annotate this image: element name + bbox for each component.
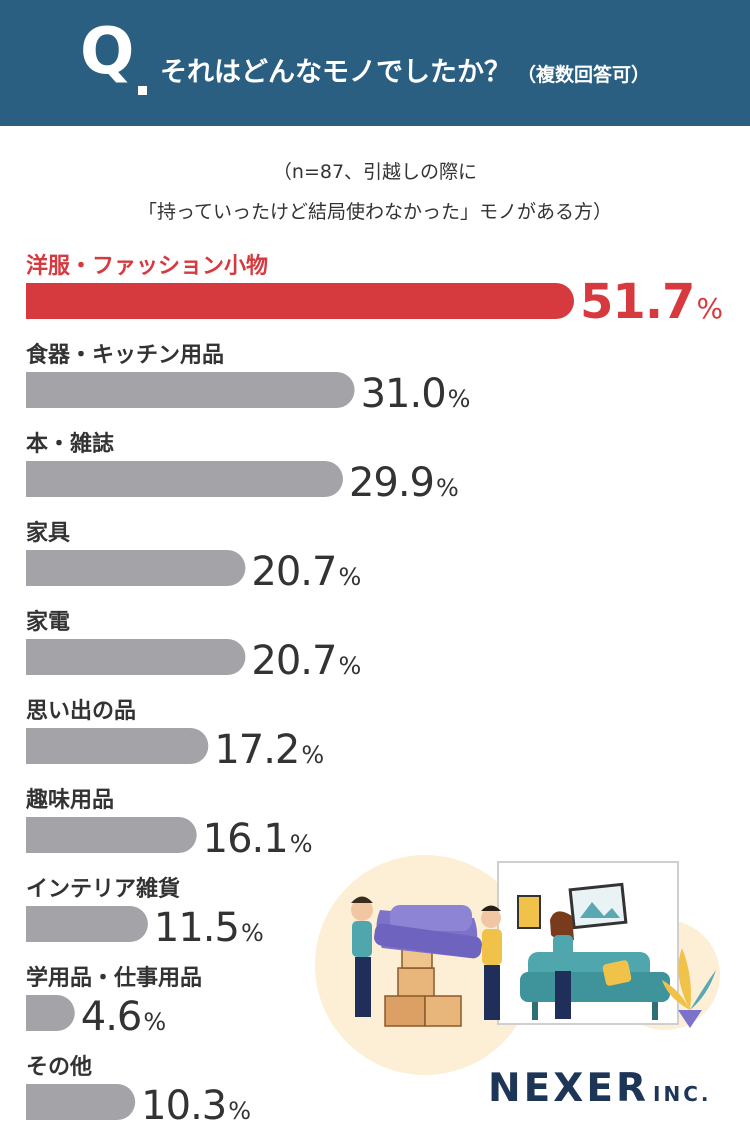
question-text: それはどんなモノでしたか？	[160, 57, 511, 88]
category-label: 思い出の品	[26, 699, 136, 724]
nexer-logo: NEXER INC.	[488, 1066, 712, 1111]
value-label: 29.9%	[349, 460, 459, 506]
bar	[26, 1084, 136, 1120]
sample-note-line1: （n=87、引越しの際に	[272, 161, 478, 183]
bar-left-edge	[26, 995, 44, 1031]
bar	[26, 817, 197, 853]
brand-suffix: INC.	[653, 1082, 712, 1106]
bar-left-edge	[26, 550, 44, 586]
bar-left-edge	[26, 1084, 44, 1120]
value-label: 10.3%	[141, 1083, 251, 1129]
category-label: 学用品・仕事用品	[26, 965, 202, 991]
bar-left-edge	[26, 372, 44, 408]
category-label: 洋服・ファッション小物	[26, 253, 268, 279]
value-label: 20.7%	[251, 638, 361, 684]
bar-left-edge	[26, 283, 44, 319]
question-title: それはどんなモノでしたか？ （複数回答可）	[160, 50, 650, 89]
category-label: 家電	[26, 609, 70, 635]
bar-left-edge	[26, 906, 44, 942]
bar	[26, 461, 343, 497]
moving-illustration	[315, 855, 720, 1075]
bar	[26, 283, 575, 319]
bar	[26, 550, 246, 586]
category-label: 本・雑誌	[26, 431, 114, 457]
value-label: 16.1%	[203, 816, 313, 862]
bar	[26, 728, 209, 764]
category-label: 家具	[26, 520, 70, 546]
category-label: その他	[26, 1055, 92, 1080]
value-label: 4.6%	[81, 994, 166, 1040]
question-note: （複数回答可）	[517, 64, 651, 86]
bar-left-edge	[26, 728, 44, 764]
value-label: 17.2%	[214, 727, 324, 773]
category-label: 趣味用品	[25, 787, 114, 813]
bar-left-edge	[26, 639, 44, 675]
value-label: 20.7%	[251, 549, 361, 595]
bar	[26, 906, 148, 942]
bar	[26, 372, 355, 408]
bar-left-edge	[26, 817, 44, 853]
value-label: 31.0%	[361, 371, 471, 417]
category-label: 食器・キッチン用品	[26, 342, 224, 368]
sample-note-line2: 「持っていったけど結局使わなかった」モノがある方）	[137, 201, 613, 223]
brand-name: NEXER	[488, 1066, 650, 1111]
value-label: 51.7%	[580, 274, 723, 330]
bar-left-edge	[26, 461, 44, 497]
q-dot	[138, 86, 147, 95]
bar	[26, 639, 246, 675]
question-header: Q それはどんなモノでしたか？ （複数回答可）	[0, 0, 750, 126]
q-letter: Q	[80, 15, 135, 89]
category-label: インテリア雑貨	[26, 876, 180, 902]
value-label: 11.5%	[154, 905, 264, 951]
